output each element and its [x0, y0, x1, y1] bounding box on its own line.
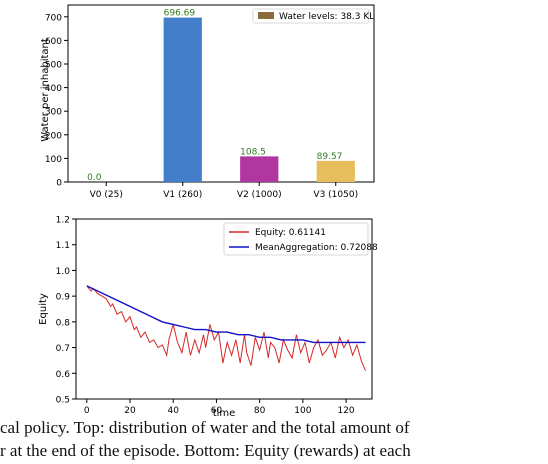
line-y-axis: 0.5 0.6 0.7 0.8 0.9 1.0 1.1 1.2: [56, 216, 76, 406]
bar-legend: Water levels: 38.3 KL: [252, 8, 374, 24]
mean-aggregation-series-line: [86, 285, 366, 344]
bar-chart: 0 100 200 300 400 500 600 700 V0 (25) V1 (260) V2…: [40, 4, 375, 200]
line-x-tick-label: 40: [167, 406, 179, 416]
bar-y-tick-label: 700: [45, 13, 62, 23]
bar-legend-label: Water levels: 38.3 KL: [279, 12, 374, 22]
bar-value-label: 89.57: [317, 152, 343, 162]
bar-legend-box: [252, 8, 370, 24]
line-legend-box: [223, 222, 369, 256]
line-x-tick-label: 20: [124, 406, 136, 416]
caption-line-1: cal policy. Top: distribution of water a…: [0, 418, 410, 437]
caption-line-2: r at the end of the episode. Bottom: Equ…: [0, 441, 411, 460]
bar: [163, 17, 202, 182]
bar-category-label: V2 (1000): [237, 190, 282, 200]
bar-value-label: 0.0: [87, 173, 102, 183]
line-x-axis: 0 20 40 60 80 100 120: [84, 399, 355, 416]
line-chart: 0.5 0.6 0.7 0.8 0.9 1.0 1.1 1.2 0 20 40 60 80 100 120…: [38, 216, 378, 420]
line-x-tick-label: 0: [84, 406, 90, 416]
line-x-axis-label: time: [213, 408, 236, 419]
line-y-tick-label: 1.0: [56, 267, 71, 277]
bar: [316, 160, 355, 182]
bar-category-label: V0 (25): [90, 190, 123, 200]
line-series: [86, 285, 366, 371]
bars: 0.0 696.69 108.5 89.57: [87, 9, 355, 183]
line-legend: Equity: 0.61141 MeanAggregation: 0.72088: [223, 222, 378, 256]
line-y-tick-label: 0.6: [56, 370, 71, 380]
line-y-tick-label: 1.1: [56, 241, 70, 251]
bar-plot-frame: [67, 4, 375, 183]
bar-y-tick-label: 300: [45, 108, 62, 118]
line-x-tick-label: 80: [254, 406, 266, 416]
line-y-tick-label: 0.7: [56, 344, 70, 354]
bar-y-axis-label: Water per inhabitant: [40, 38, 51, 142]
bar-y-tick-label: 100: [45, 155, 62, 165]
bar-category-label: V3 (1050): [313, 190, 358, 200]
line-y-tick-label: 0.8: [56, 318, 71, 328]
equity-series-line: [86, 285, 366, 371]
bar-y-tick-label: 200: [45, 131, 62, 141]
line-x-tick-label: 100: [294, 406, 311, 416]
line-x-tick-label: 60: [211, 406, 223, 416]
bar-y-tick-label: 500: [45, 61, 62, 71]
bar-y-tick-label: 400: [45, 84, 62, 94]
legend-label-equity: Equity: 0.61141: [255, 228, 326, 238]
line-y-tick-label: 1.2: [56, 216, 70, 226]
line-y-tick-label: 0.5: [56, 396, 70, 406]
line-plot-frame: [75, 218, 373, 400]
bar-y-axis: 0 100 200 300 400 500 600 700: [45, 13, 68, 189]
line-x-tick-label: 120: [337, 406, 354, 416]
bar-value-label: 108.5: [240, 147, 266, 157]
bar-x-axis: V0 (25) V1 (260) V2 (1000) V3 (1050): [90, 182, 358, 200]
legend-label-mean-aggregation: MeanAggregation: 0.72088: [255, 243, 378, 253]
bar-y-tick-label: 600: [45, 37, 62, 47]
line-y-axis-label: Equity: [38, 293, 49, 325]
bar-category-label: V1 (260): [163, 190, 202, 200]
bar-value-label: 696.69: [164, 9, 196, 19]
line-y-tick-label: 0.9: [56, 293, 71, 303]
bar: [240, 156, 279, 182]
bar-legend-swatch: [258, 12, 274, 19]
bar-y-tick-label: 0: [56, 179, 62, 189]
